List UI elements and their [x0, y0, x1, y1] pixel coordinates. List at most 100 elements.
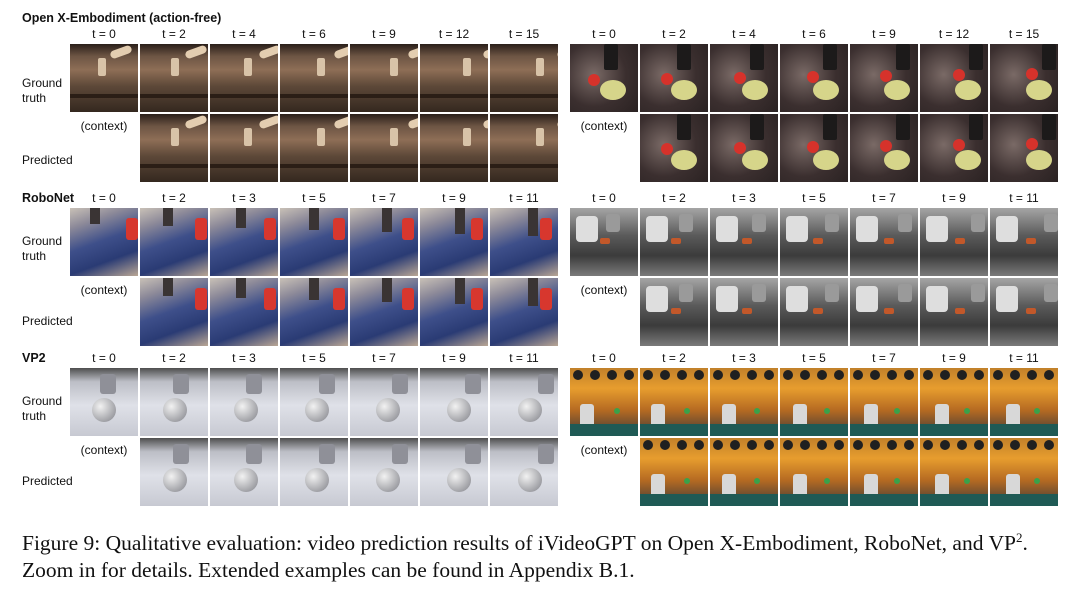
time-tick-label: t = 2 [662, 27, 686, 41]
scene-shape [455, 278, 465, 304]
time-tick-label: t = 7 [872, 191, 896, 205]
ground-truth-label: Ground truth [22, 76, 62, 106]
scene-shape [540, 288, 552, 310]
scene-shape [710, 424, 778, 436]
predicted-frame [640, 438, 708, 506]
time-tick-label: t = 2 [662, 191, 686, 205]
predicted-label: Predicted [22, 314, 73, 328]
scene-shape [974, 440, 984, 450]
scene-shape [671, 150, 697, 170]
scene-shape [376, 398, 400, 422]
scene-shape [309, 208, 319, 230]
ground-truth-frame [70, 208, 138, 276]
scene-shape [183, 114, 208, 130]
scene-shape [640, 494, 708, 506]
scene-shape [463, 128, 471, 146]
scene-shape [234, 468, 258, 492]
time-tick-label: t = 0 [92, 191, 116, 205]
scene-shape [640, 424, 708, 436]
scene-shape [463, 58, 471, 76]
dataset-section: RoboNet Ground truth Predicted t = 0 (context… [0, 190, 1080, 352]
scene-shape [1027, 440, 1037, 450]
scene-shape [870, 440, 880, 450]
scene-shape [920, 494, 988, 506]
ground-truth-frame [490, 368, 558, 436]
scene-shape [971, 214, 985, 232]
scene-shape [660, 370, 670, 380]
scene-shape [538, 444, 554, 464]
scene-shape [679, 214, 693, 232]
scene-shape [246, 444, 262, 464]
section-title: RoboNet [22, 191, 75, 205]
scene-shape [392, 444, 408, 464]
section-title: Open X-Embodiment (action-free) [22, 11, 222, 25]
ground-truth-frame [990, 208, 1058, 276]
scene-shape [993, 370, 1003, 380]
predicted-frame [920, 438, 988, 506]
scene-shape [813, 80, 839, 100]
predicted-frame [490, 278, 558, 346]
scene-shape [807, 141, 819, 153]
scene-shape [528, 278, 538, 306]
scene-shape [90, 208, 100, 224]
ground-truth-label-line2: truth [22, 91, 47, 105]
ground-truth-frame [210, 368, 278, 436]
scene-shape [465, 444, 481, 464]
time-tick-label: t = 12 [438, 27, 470, 41]
scene-shape [864, 404, 878, 430]
scene-shape [823, 44, 837, 70]
ground-truth-frame [140, 44, 208, 112]
scene-shape [734, 142, 746, 154]
scene-shape [671, 238, 681, 244]
ground-truth-frame [640, 44, 708, 112]
scene-shape [716, 216, 738, 242]
scene-shape [684, 478, 690, 484]
scene-shape [694, 370, 704, 380]
ground-truth-frame [140, 368, 208, 436]
ground-truth-frame [280, 208, 348, 276]
predicted-frame [280, 438, 348, 506]
scene-shape [447, 398, 471, 422]
scene-shape [896, 114, 910, 140]
time-tick-label: t = 3 [232, 191, 256, 205]
scene-shape [730, 440, 740, 450]
scene-shape [163, 398, 187, 422]
scene-shape [870, 370, 880, 380]
scene-shape [402, 218, 414, 240]
scene-shape [817, 440, 827, 450]
ground-truth-frame [920, 208, 988, 276]
scene-shape [163, 468, 187, 492]
scene-shape [856, 286, 878, 312]
ground-truth-frame [570, 44, 638, 112]
scene-shape [246, 374, 262, 394]
scene-shape [390, 128, 398, 146]
scene-shape [420, 164, 488, 168]
scene-shape [671, 80, 697, 100]
scene-shape [880, 140, 892, 152]
scene-shape [614, 408, 620, 414]
scene-shape [1010, 440, 1020, 450]
scene-shape [730, 370, 740, 380]
scene-shape [447, 468, 471, 492]
scene-shape [332, 114, 348, 130]
scene-shape [536, 58, 544, 76]
scene-shape [786, 286, 808, 312]
caption-text: Figure 9: Qualitative evaluation: video … [22, 531, 1016, 555]
ground-truth-frame [350, 208, 418, 276]
scene-shape [140, 164, 208, 168]
scene-shape [173, 444, 189, 464]
predicted-frame [990, 438, 1058, 506]
predicted-frame [280, 278, 348, 346]
scene-shape [887, 370, 897, 380]
time-tick-label: t = 9 [372, 27, 396, 41]
predicted-label: Predicted [22, 153, 73, 167]
context-label: (context) [580, 443, 628, 457]
scene-shape [651, 474, 665, 500]
scene-shape [264, 218, 276, 240]
ground-truth-frame [920, 368, 988, 436]
scene-shape [764, 440, 774, 450]
scene-shape [894, 408, 900, 414]
scene-shape [600, 80, 626, 100]
ground-truth-label-line2: truth [22, 249, 47, 263]
scene-shape [1006, 404, 1020, 430]
